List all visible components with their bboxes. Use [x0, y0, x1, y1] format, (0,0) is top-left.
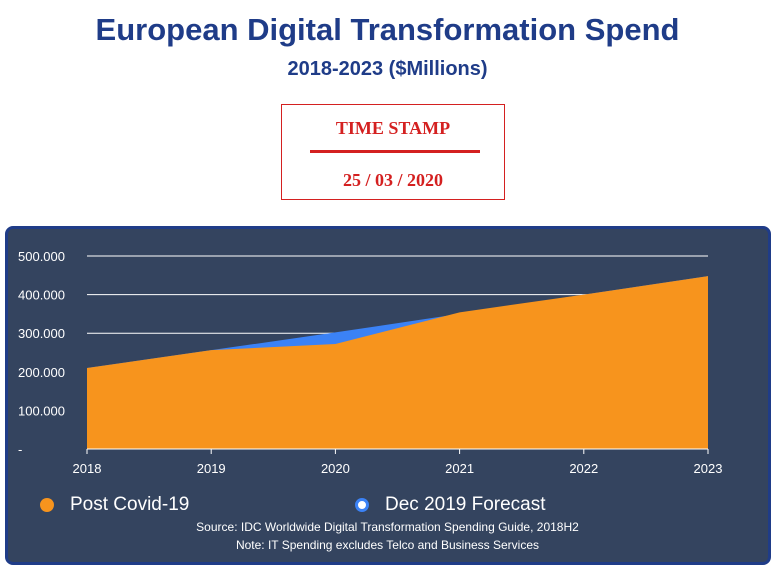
- x-tick-label: 2023: [694, 461, 723, 476]
- legend-post-covid-marker: [40, 498, 54, 512]
- time-stamp-date: 25 / 03 / 2020: [342, 170, 443, 190]
- source-note: Source: IDC Worldwide Digital Transforma…: [196, 520, 579, 534]
- x-tick-label: 2018: [73, 461, 102, 476]
- y-tick-label: 400.000: [18, 288, 65, 303]
- x-tick-label: 2022: [569, 461, 598, 476]
- legend-post-covid: Post Covid-19: [40, 494, 189, 516]
- y-tick-label: 100.000: [18, 403, 65, 418]
- x-tick-label: 2020: [321, 461, 350, 476]
- series-area-post-covid: [87, 276, 708, 449]
- legend-forecast: Dec 2019 Forecast: [355, 494, 546, 516]
- chart-subtitle: 2018-2023 ($Millions): [287, 58, 488, 80]
- legend-post-covid-label: Post Covid-19: [70, 494, 190, 515]
- x-tick-label: 2021: [445, 461, 474, 476]
- x-tick-label: 2019: [197, 461, 226, 476]
- chart-title: European Digital Transformation Spend: [95, 12, 680, 47]
- y-tick-label: 300.000: [18, 326, 65, 341]
- time-stamp-title: TIME STAMP: [335, 118, 451, 138]
- time-stamp-box: TIME STAMP 25 / 03 / 2020: [281, 104, 505, 200]
- legend-forecast-marker: [355, 498, 369, 512]
- y-tick-label: 200.000: [18, 365, 65, 380]
- spending-note: Note: IT Spending excludes Telco and Bus…: [235, 538, 540, 552]
- legend-forecast-label: Dec 2019 Forecast: [385, 494, 546, 515]
- y-tick-label: -: [18, 442, 22, 457]
- time-stamp-divider: [310, 150, 480, 153]
- y-tick-label: 500.000: [18, 249, 65, 264]
